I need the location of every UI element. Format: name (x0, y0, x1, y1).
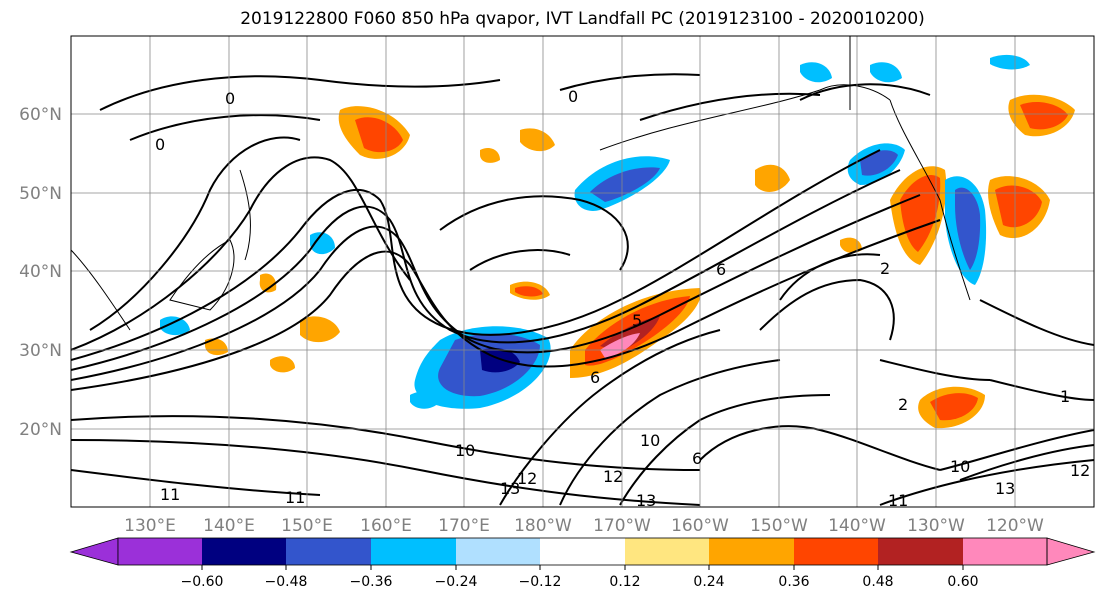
latitude-labels: 60°N 50°N 40°N 30°N 20°N (19, 105, 62, 440)
lon-label: 120°W (986, 516, 1044, 536)
longitude-labels: 130°E 140°E 150°E 160°E 170°E 180°W 170°… (124, 516, 1044, 536)
lat-label: 50°N (19, 184, 62, 204)
colorbar-segment (540, 538, 625, 565)
colorbar-segment (118, 538, 202, 565)
contour-label: 0 (155, 135, 165, 154)
lat-label: 40°N (19, 262, 62, 282)
lon-label: 150°E (281, 516, 333, 536)
contour-label: 12 (1070, 461, 1090, 480)
lon-label: 150°W (750, 516, 808, 536)
colorbar-segment (625, 538, 709, 565)
contour-label: 6 (692, 449, 702, 468)
lon-label: 130°W (907, 516, 965, 536)
contour-label: 12 (603, 467, 623, 486)
map-frame (70, 35, 1095, 508)
colorbar-left-extend (69, 537, 119, 566)
colorbar-right-extend (1046, 537, 1096, 566)
colorbar-ticks (201, 565, 964, 570)
contour-label: 11 (160, 485, 180, 504)
contour-label: 1 (1060, 387, 1070, 406)
lon-label: 130°E (124, 516, 176, 536)
contour-label: 10 (640, 431, 660, 450)
lat-label: 30°N (19, 341, 62, 361)
colorbar-tick-label: −0.36 (350, 574, 393, 590)
map-area (71, 36, 1094, 507)
lat-label: 20°N (19, 420, 62, 440)
colorbar-segment (371, 538, 456, 565)
colorbar-tick-label: −0.60 (181, 574, 224, 590)
colorbar-frame (117, 537, 1048, 566)
map-content: 0 0 0 6 5 6 10 11 12 13 12 13 10 11 12 1… (71, 36, 1094, 510)
colorbar-segment (794, 538, 878, 565)
colorbar-segment (286, 538, 371, 565)
contour-label: 6 (716, 260, 726, 279)
contour-label: 11 (285, 488, 305, 507)
ivt-contours (71, 73, 1094, 506)
contour-label: 6 (590, 368, 600, 387)
map-title: 2019122800 F060 850 hPa qvapor, IVT Land… (240, 9, 925, 29)
contour-label: 13 (500, 479, 520, 498)
lon-label: 170°E (438, 516, 490, 536)
colorbar-segment (202, 538, 286, 565)
contour-label: 0 (568, 87, 578, 106)
contour-label: 13 (995, 479, 1015, 498)
contour-label: 5 (632, 311, 642, 330)
colorbar-segment (456, 538, 540, 565)
contour-label: 0 (225, 89, 235, 108)
colorbar-segment (709, 538, 794, 565)
colorbar-tick-label: −0.12 (519, 574, 562, 590)
contour-labels: 0 0 0 6 5 6 10 11 12 13 12 13 10 11 12 1… (155, 87, 1090, 510)
colorbar-tick-label: 0.12 (609, 574, 640, 590)
lon-label: 170°W (593, 516, 651, 536)
colorbar-tick-label: 0.24 (693, 574, 724, 590)
colorbar-tick-label: −0.48 (265, 574, 308, 590)
colorbar-segment (963, 538, 1047, 565)
lon-label: 160°E (360, 516, 412, 536)
lon-label: 160°W (671, 516, 729, 536)
colorbar-tick-label: −0.24 (435, 574, 478, 590)
contour-label: 10 (455, 441, 475, 460)
graticule (71, 36, 1094, 507)
colorbar: −0.60 −0.48 −0.36 −0.24 −0.12 0.12 0.24 … (69, 537, 1096, 590)
contour-label: 2 (880, 259, 890, 278)
lon-label: 180°W (514, 516, 572, 536)
contour-label: 13 (636, 491, 656, 510)
contour-label: 11 (888, 491, 908, 510)
coastlines (71, 36, 971, 331)
colorbar-tick-label: 0.60 (947, 574, 978, 590)
lat-label: 60°N (19, 105, 62, 125)
lon-label: 140°E (203, 516, 255, 536)
colorbar-tick-label: 0.48 (862, 574, 893, 590)
lon-label: 140°W (828, 516, 886, 536)
colorbar-segment (878, 538, 963, 565)
colorbar-tick-label: 0.36 (778, 574, 809, 590)
contour-label: 12 (517, 469, 537, 488)
contour-label: 2 (898, 395, 908, 414)
contour-label: 10 (950, 457, 970, 476)
